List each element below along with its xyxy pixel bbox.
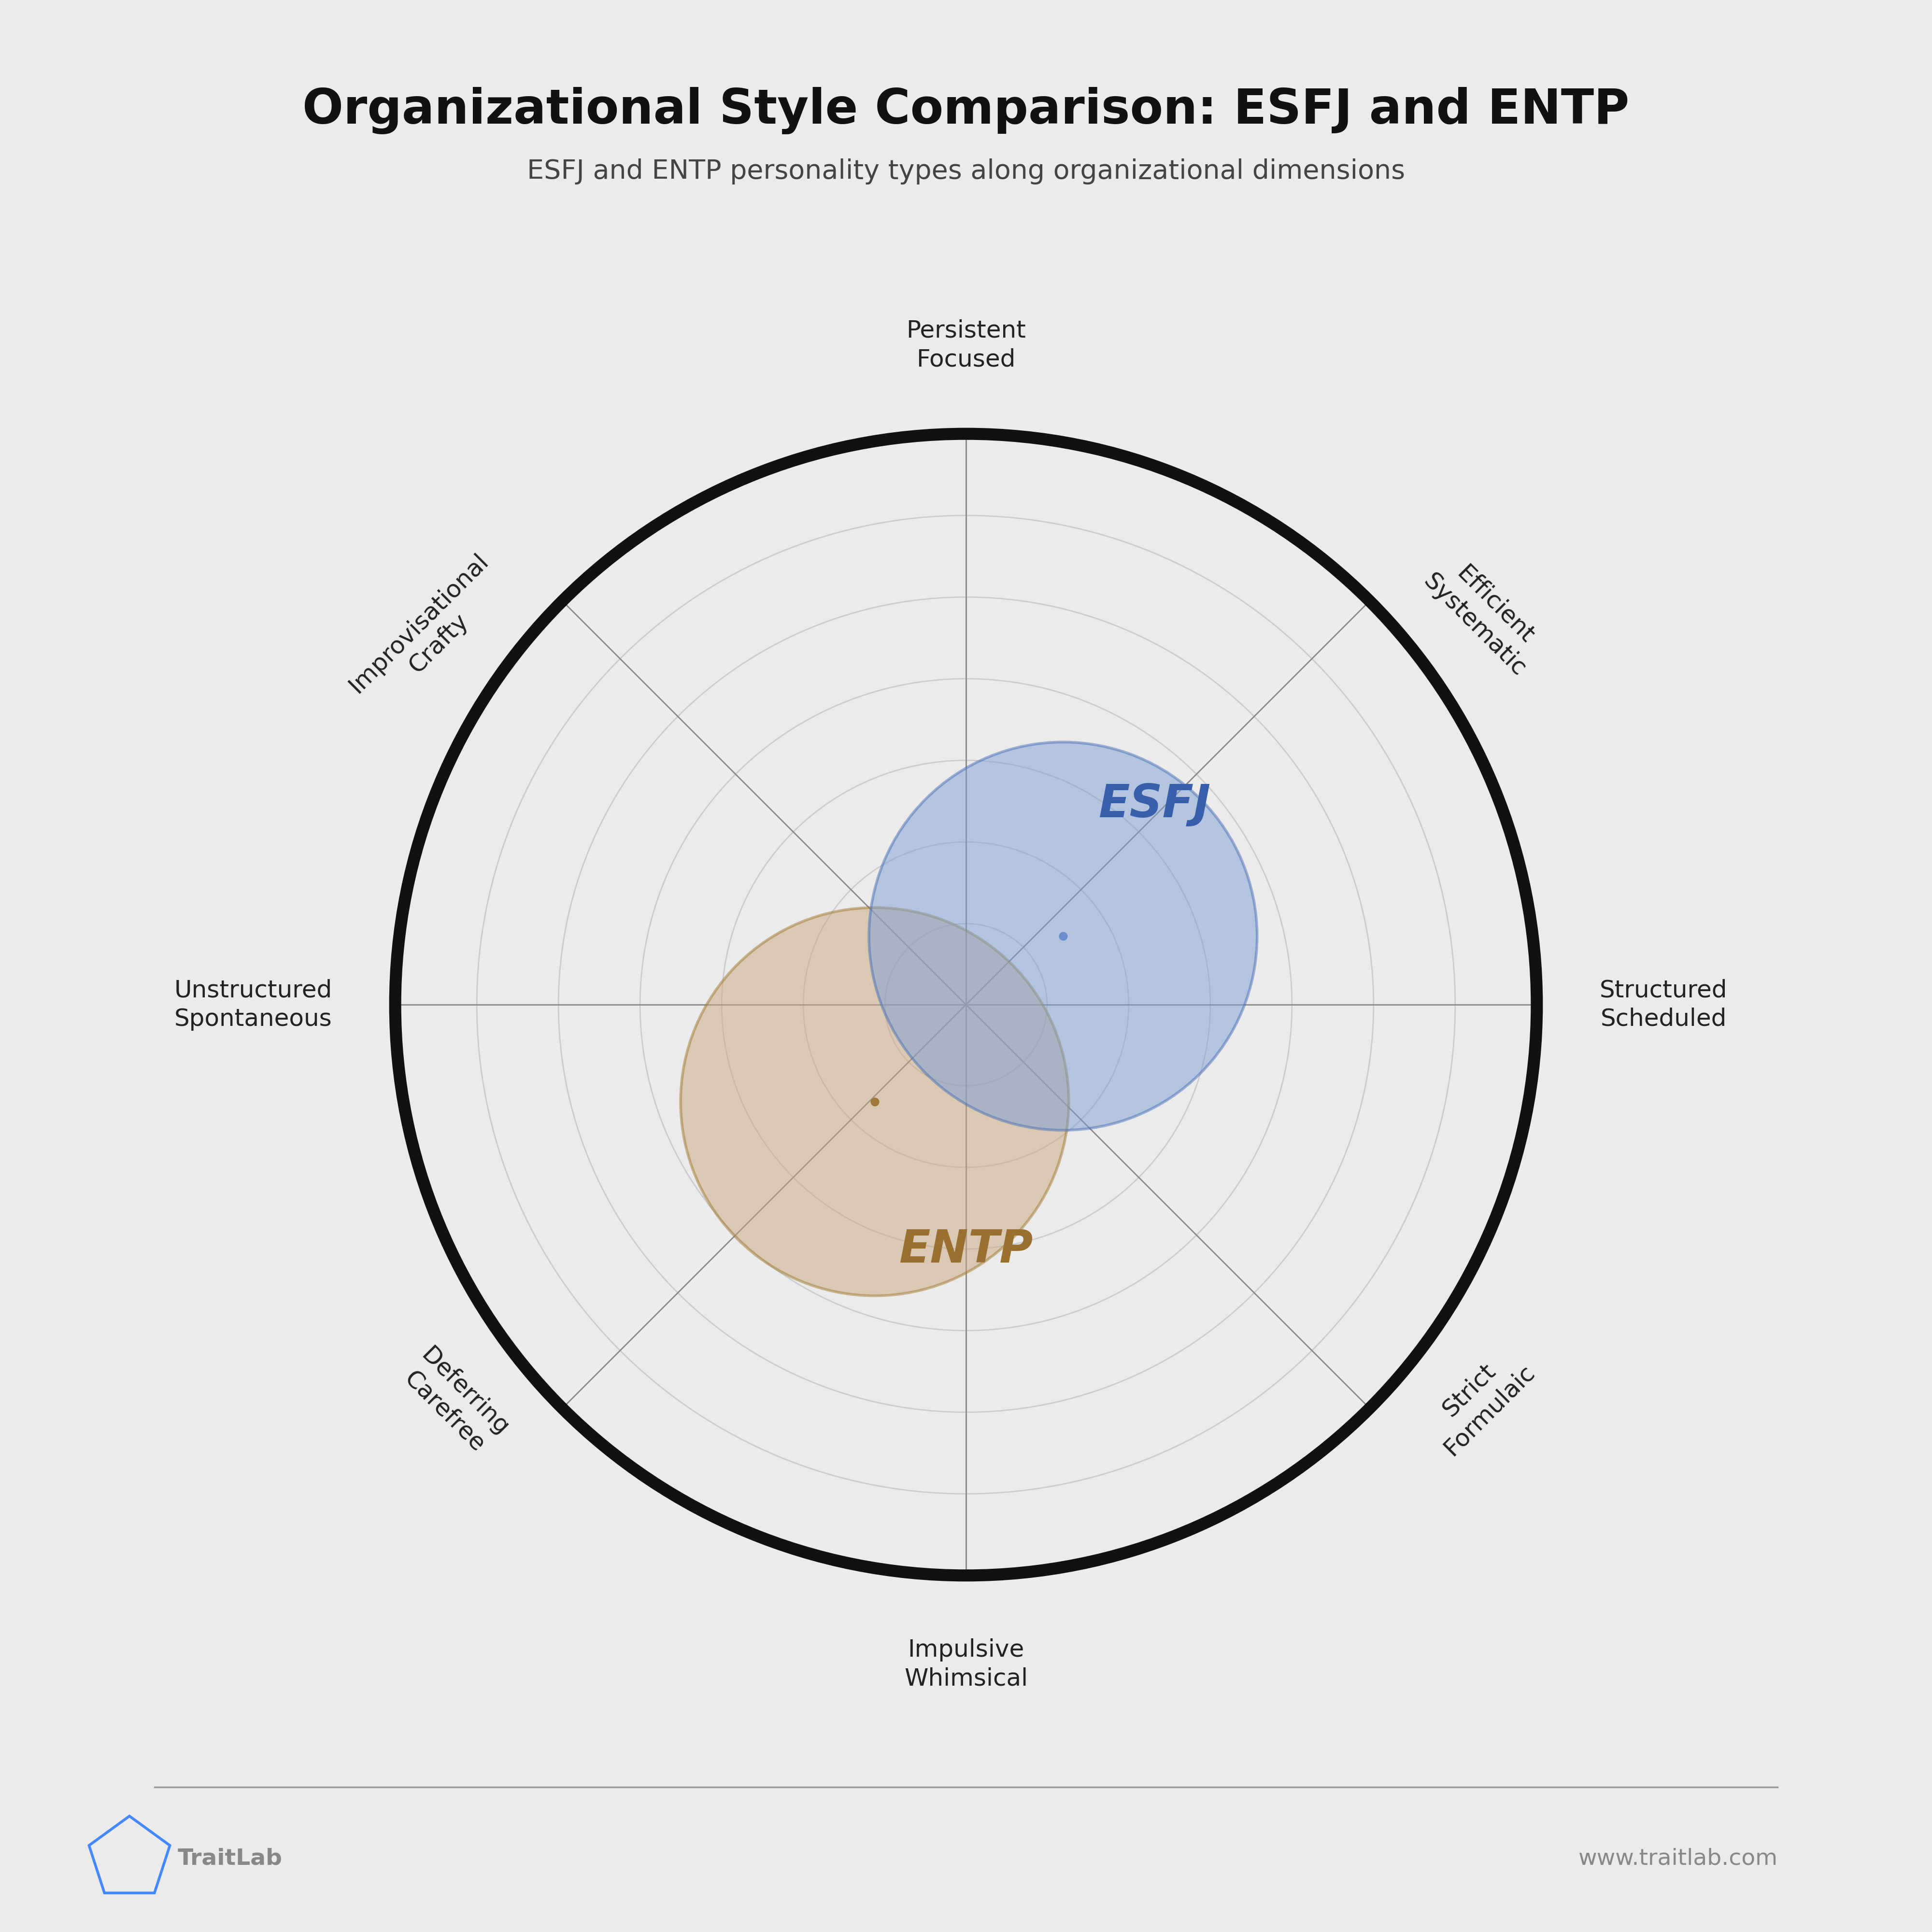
- Text: www.traitlab.com: www.traitlab.com: [1578, 1847, 1777, 1870]
- Text: Improvisational
Crafty: Improvisational Crafty: [344, 549, 514, 719]
- Text: Efficient
Systematic: Efficient Systematic: [1418, 549, 1551, 680]
- Text: Deferring
Carefree: Deferring Carefree: [396, 1343, 514, 1461]
- Text: Impulsive
Whimsical: Impulsive Whimsical: [904, 1638, 1028, 1690]
- Text: Unstructured
Spontaneous: Unstructured Spontaneous: [174, 980, 332, 1030]
- Text: Structured
Scheduled: Structured Scheduled: [1600, 980, 1727, 1030]
- Text: ESFJ and ENTP personality types along organizational dimensions: ESFJ and ENTP personality types along or…: [527, 158, 1405, 185]
- Text: ENTP: ENTP: [898, 1229, 1034, 1273]
- Text: Organizational Style Comparison: ESFJ and ENTP: Organizational Style Comparison: ESFJ an…: [303, 87, 1629, 135]
- Circle shape: [869, 742, 1258, 1130]
- Text: Strict
Formulaic: Strict Formulaic: [1418, 1341, 1540, 1461]
- Text: TraitLab: TraitLab: [178, 1847, 282, 1870]
- Text: Persistent
Focused: Persistent Focused: [906, 319, 1026, 371]
- Text: ESFJ: ESFJ: [1097, 782, 1211, 827]
- Circle shape: [680, 908, 1068, 1296]
